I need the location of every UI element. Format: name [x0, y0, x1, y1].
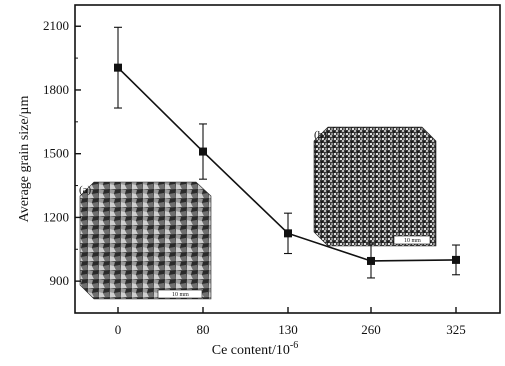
inset-a-label: (a) — [79, 184, 92, 196]
data-point — [284, 229, 292, 238]
y-tick-label: 1200 — [43, 209, 69, 224]
x-axis: 0 80 130 260 325 — [115, 307, 466, 337]
data-point — [199, 147, 207, 156]
inset-a-scale-text: 10 mm — [172, 292, 189, 298]
x-tick-label: 325 — [446, 322, 466, 337]
inset-b-scale-box — [393, 235, 431, 245]
x-tick-label: 0 — [115, 322, 122, 337]
y-tick-label: 900 — [50, 273, 70, 288]
data-point — [367, 256, 375, 265]
inset-a-scale-box — [157, 289, 203, 299]
data-point — [452, 255, 460, 264]
inset-b-label: (b) — [314, 129, 327, 141]
y-tick-label: 1500 — [43, 146, 69, 161]
inset-b-scale-text: 10 mm — [404, 238, 421, 244]
series-grain-size — [114, 26, 460, 279]
x-tick-label: 260 — [361, 322, 381, 337]
x-axis-title-main: Ce content/10 — [212, 343, 290, 358]
y-axis-title: Average grain size/µm — [17, 96, 32, 223]
x-axis-title: Ce content/10-6 — [212, 340, 299, 358]
inset-a-image — [79, 181, 212, 300]
x-tick-label: 80 — [197, 322, 210, 337]
inset-b: (b) 10 mm — [313, 126, 437, 247]
inset-b-image — [313, 126, 437, 247]
y-tick-label: 2100 — [43, 18, 69, 33]
x-tick-label: 130 — [278, 322, 298, 337]
y-axis: 900 1200 1500 1800 2100 — [43, 18, 81, 288]
y-tick-label: 1800 — [43, 82, 69, 97]
data-point — [114, 63, 122, 72]
inset-a: (a) 10 mm — [79, 181, 212, 300]
x-axis-title-exponent: -6 — [290, 340, 298, 351]
